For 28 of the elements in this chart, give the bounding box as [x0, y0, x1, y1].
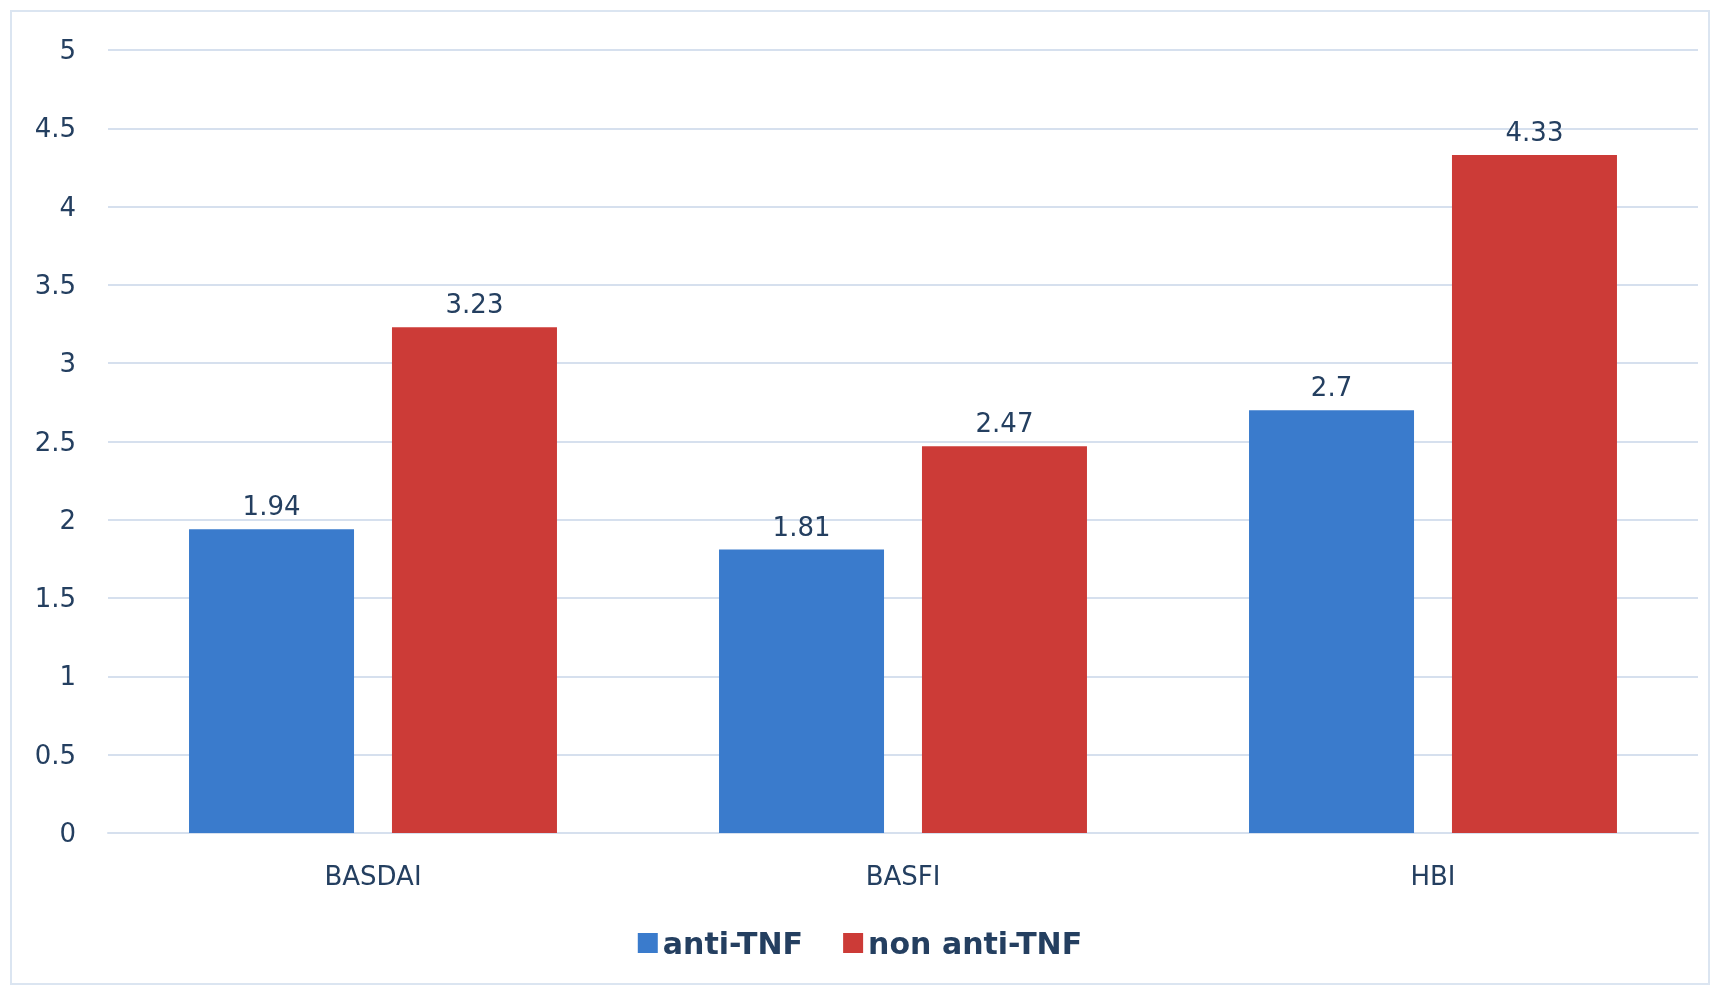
- bar: [391, 327, 557, 833]
- y-tick-label: 2: [59, 504, 76, 535]
- data-label: 2.7: [1310, 372, 1353, 403]
- y-tick-label: 0: [59, 818, 76, 848]
- bar: [719, 549, 885, 833]
- bar: [189, 529, 355, 833]
- legend-label: non anti-TNF: [868, 925, 1083, 961]
- y-tick-label: 1.5: [34, 583, 76, 614]
- y-tick-label: 5: [59, 35, 76, 65]
- bar: [1451, 154, 1617, 833]
- bar: [921, 446, 1087, 833]
- y-tick-label: 1: [59, 661, 76, 692]
- data-label: 3.23: [445, 289, 504, 320]
- y-tick-label: 0.5: [34, 739, 76, 770]
- data-label: 1.94: [242, 491, 301, 522]
- y-tick-label: 4.5: [34, 113, 76, 144]
- y-tick-label: 3.5: [34, 269, 76, 300]
- data-label: 1.81: [772, 511, 831, 542]
- y-tick-label: 3: [59, 348, 76, 379]
- y-tick-label: 2.5: [34, 426, 76, 457]
- y-tick-label: 4: [59, 191, 76, 222]
- legend-label: anti-TNF: [662, 925, 804, 961]
- x-tick-label: BASFI: [865, 861, 941, 891]
- data-label: 2.47: [975, 408, 1034, 439]
- x-tick-label: HBI: [1410, 861, 1456, 891]
- bar: [1249, 410, 1415, 833]
- x-tick-label: BASDAI: [324, 861, 422, 891]
- data-label: 4.33: [1505, 116, 1564, 147]
